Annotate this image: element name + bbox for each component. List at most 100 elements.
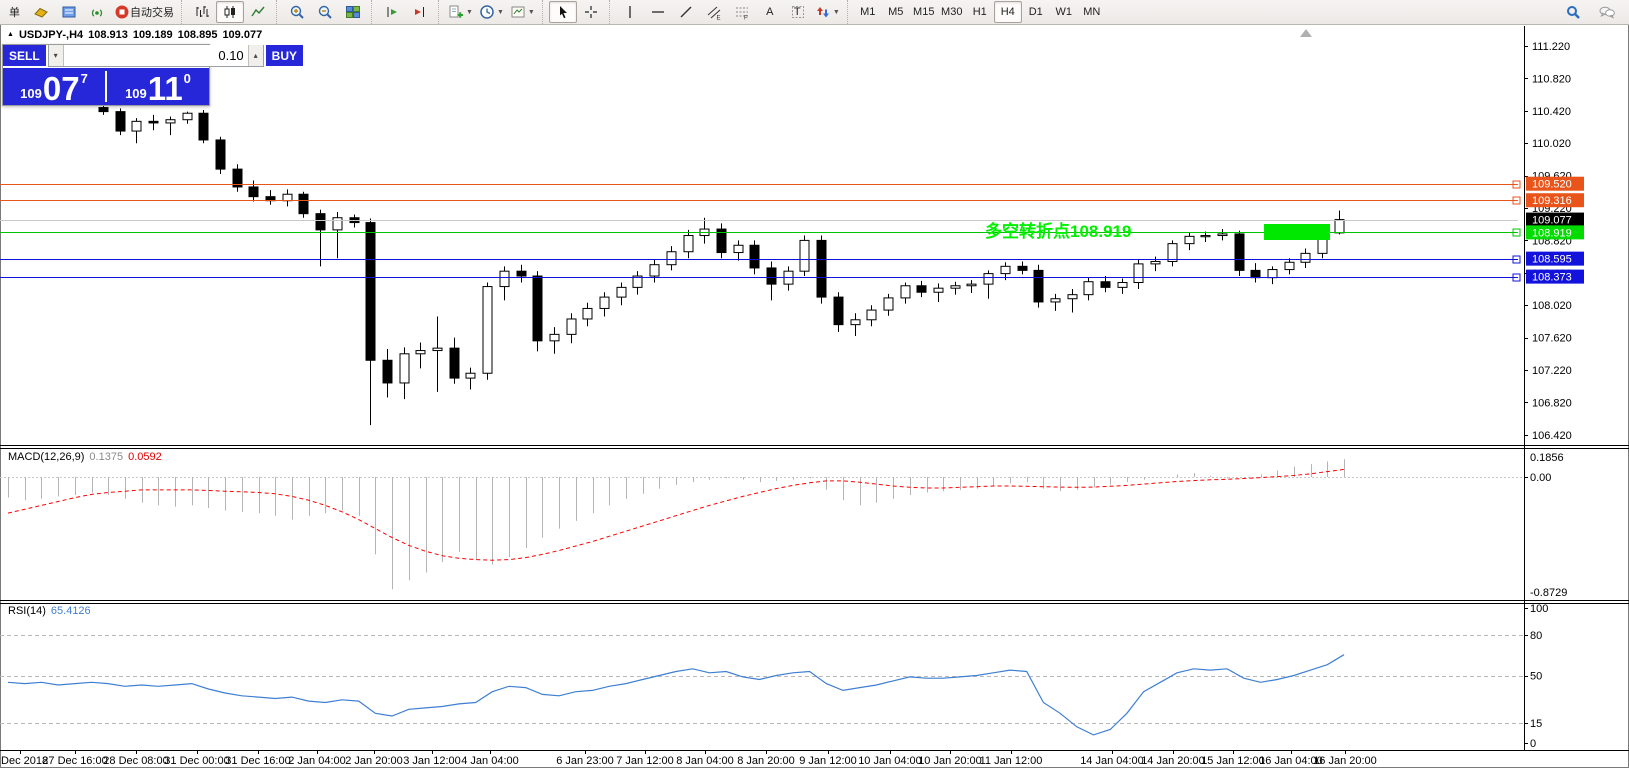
sell-button[interactable]: SELL — [3, 45, 46, 68]
candle — [115, 108, 126, 136]
tile-windows-button[interactable] — [339, 1, 367, 23]
svg-text:6 Jan 23:00: 6 Jan 23:00 — [556, 755, 614, 767]
tf-m5-button[interactable]: M5 — [882, 1, 910, 23]
candle — [733, 240, 744, 261]
bar-chart-icon — [194, 4, 210, 20]
chevron-down-icon[interactable]: ▼ — [496, 8, 504, 16]
templates-icon — [510, 4, 526, 20]
candle — [165, 116, 176, 136]
volume-input[interactable] — [63, 45, 248, 66]
candle — [365, 218, 376, 426]
candle — [1184, 232, 1195, 251]
text-button[interactable]: A — [756, 1, 784, 23]
tf-m30-button[interactable]: M30 — [938, 1, 966, 23]
tf-h4-button[interactable]: H4 — [993, 1, 1022, 23]
cursor-button[interactable] — [548, 1, 577, 23]
toolbar-group — [371, 0, 438, 24]
candle — [799, 235, 810, 277]
search-icon — [1565, 4, 1581, 20]
new-order-button[interactable]: 单 — [6, 1, 27, 23]
svg-text:16 Jan 04:00: 16 Jan 04:00 — [1259, 755, 1323, 767]
zoom-in-button[interactable] — [283, 1, 311, 23]
candle — [1050, 293, 1061, 311]
candle-chart-button[interactable] — [216, 1, 244, 23]
horizontal-line-button[interactable] — [644, 1, 672, 23]
search-button[interactable] — [1559, 1, 1587, 23]
toolbar-group — [541, 0, 609, 24]
tf-d1-label: D1 — [1028, 6, 1043, 18]
chart-shift-button[interactable] — [406, 1, 434, 23]
turning-point-annotation[interactable]: 多空转折点108.919 — [985, 221, 1131, 241]
chevron-down-icon[interactable]: ▼ — [832, 8, 840, 16]
tf-mn-button[interactable]: MN — [1078, 1, 1106, 23]
buy-button[interactable]: BUY — [265, 45, 304, 68]
tf-m1-button[interactable]: M1 — [854, 1, 882, 23]
candle — [415, 342, 426, 369]
crosshair-button[interactable] — [577, 1, 605, 23]
arrows-button[interactable]: ▼ — [812, 1, 843, 23]
zoom-out-icon — [317, 4, 333, 20]
fibonacci-button[interactable]: F — [728, 1, 756, 23]
candle — [1133, 259, 1144, 289]
add-indicator-button[interactable]: ▼ — [445, 1, 476, 23]
templates-button[interactable]: ▼ — [507, 1, 538, 23]
market-watch-button[interactable] — [55, 1, 83, 23]
candle — [716, 223, 727, 259]
zoom-out-button[interactable] — [311, 1, 339, 23]
tile-windows-icon — [345, 4, 361, 20]
gold-button[interactable] — [27, 1, 55, 23]
volume-decrease-button[interactable]: ▾ — [48, 45, 64, 66]
chart-shift-icon — [412, 4, 428, 20]
cursor-icon — [555, 4, 571, 20]
chat-button[interactable] — [1593, 1, 1621, 23]
price-scale[interactable]: 111.220110.820110.420110.020109.620109.2… — [1524, 41, 1584, 442]
collapse-marker-icon[interactable]: ▲ — [7, 30, 14, 38]
autotrading-button[interactable]: 自动交易 — [111, 1, 177, 23]
scroll-to-end-marker[interactable] — [1300, 29, 1312, 37]
bullish-zone-highlight[interactable] — [1264, 224, 1330, 240]
candle — [198, 109, 209, 144]
tf-m30-label: M30 — [941, 6, 963, 18]
signals-button[interactable] — [83, 1, 111, 23]
gold-icon — [33, 4, 49, 20]
toolbar-group — [276, 0, 371, 24]
periods-button[interactable]: ▼ — [476, 1, 507, 23]
tf-w1-button[interactable]: W1 — [1050, 1, 1078, 23]
buy-price-point: 0 — [183, 71, 191, 86]
price-tag-109.520: 109.520 — [1526, 176, 1584, 191]
chevron-down-icon[interactable]: ▼ — [527, 8, 535, 16]
tf-m15-button[interactable]: M15 — [910, 1, 938, 23]
arrows-icon — [815, 4, 831, 20]
svg-text:8 Jan 04:00: 8 Jan 04:00 — [676, 755, 734, 767]
candle — [1067, 289, 1078, 313]
candle — [232, 164, 243, 192]
candle — [616, 282, 627, 306]
sell-price[interactable]: 109 07 7 — [3, 68, 105, 105]
equidistant-channel-button[interactable]: E — [700, 1, 728, 23]
volume-increase-button[interactable]: ▴ — [247, 45, 263, 66]
bar-chart-button[interactable] — [188, 1, 216, 23]
candle — [465, 367, 476, 390]
tf-h1-button[interactable]: H1 — [966, 1, 994, 23]
line-chart-button[interactable] — [244, 1, 272, 23]
tf-d1-button[interactable]: D1 — [1022, 1, 1050, 23]
vertical-line-button[interactable] — [616, 1, 644, 23]
toolbar-right — [1559, 1, 1629, 23]
text-label-button[interactable]: T — [784, 1, 812, 23]
signals-icon — [89, 4, 105, 20]
autotrading-label: 自动交易 — [130, 7, 174, 19]
svg-text:108.020: 108.020 — [1532, 300, 1572, 312]
chevron-down-icon[interactable]: ▼ — [466, 8, 473, 16]
candle — [566, 313, 577, 344]
trade-panel-controls: SELL ▾ ▴ BUY — [3, 45, 304, 68]
trendline-button[interactable] — [672, 1, 700, 23]
toolbar-group — [181, 0, 276, 24]
auto-scroll-button[interactable] — [378, 1, 406, 23]
candle — [933, 283, 944, 302]
svg-text:111.220: 111.220 — [1532, 41, 1570, 53]
buy-price-base: 109 — [125, 86, 147, 101]
candle — [900, 282, 911, 304]
buy-price[interactable]: 109 11 0 — [107, 68, 209, 105]
